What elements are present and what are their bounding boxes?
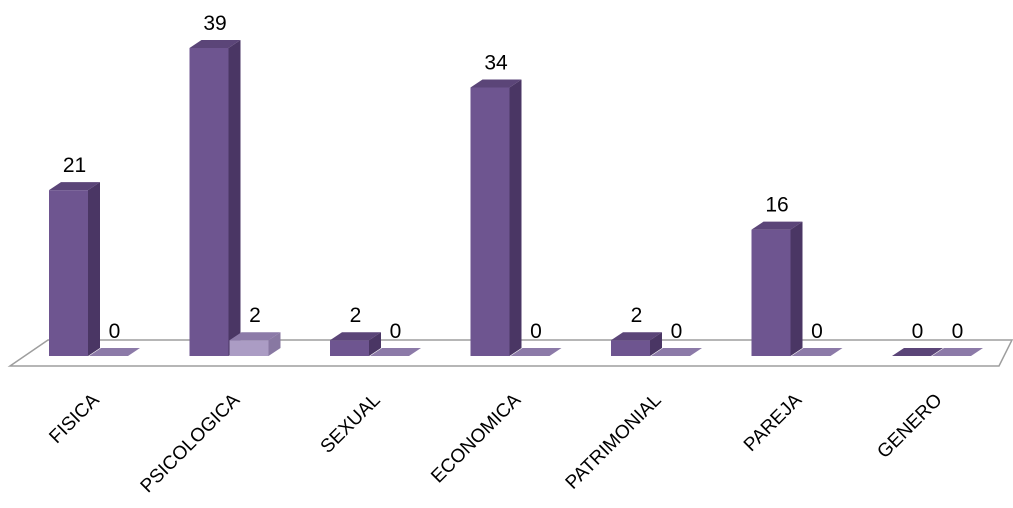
bar-series1-genero (892, 348, 943, 356)
bar-series1-genero-value-label: 0 (912, 320, 924, 343)
bar-series1-sexual (330, 332, 381, 356)
bar-series2-pareja (791, 348, 843, 356)
bar-series1-fisica-value-label: 21 (63, 154, 86, 177)
bar-series2-fisica-value-label: 0 (109, 320, 121, 343)
category-label-patrimonial: PATRIMONIAL (562, 390, 666, 494)
bar-series2-economica (510, 348, 562, 356)
bar-series1-patrimonial (611, 332, 662, 356)
bar-series1-pareja (751, 221, 803, 356)
bar-series2-patrimonial (651, 348, 702, 356)
category-label-genero: GENERO (873, 390, 946, 463)
value-labels-layer: 21 0 39 2 2 0 34 0 2 0 16 0 0 0 (63, 12, 964, 343)
bar-series2-economica-value-label: 0 (530, 320, 542, 343)
bar-series2-fisica (89, 348, 140, 356)
category-label-fisica: FISICA (45, 390, 103, 448)
bars-layer (49, 40, 983, 356)
bar-series1-sexual-value-label: 2 (350, 304, 362, 327)
bar-series2-genero (932, 348, 983, 356)
category-label-sexual: SEXUAL (317, 390, 385, 458)
bar-series2-psicologica-value-label: 2 (249, 304, 261, 327)
bar-series1-economica (470, 79, 522, 356)
bar-series1-pareja-value-label: 16 (765, 194, 788, 217)
chart-floor (7, 339, 1013, 367)
bar-series2-patrimonial-value-label: 0 (671, 320, 683, 343)
bar-series1-psicologica-value-label: 39 (203, 12, 226, 35)
bar-series2-genero-value-label: 0 (952, 320, 964, 343)
bar-series1-psicologica (189, 40, 241, 356)
category-label-economica: ECONOMICA (427, 390, 525, 488)
bar-series1-patrimonial-value-label: 2 (631, 304, 643, 327)
category-label-psicologica: PSICOLOGICA (137, 390, 245, 498)
bar-series2-sexual (370, 348, 421, 356)
bar-series1-economica-value-label: 34 (484, 51, 508, 74)
bar-series2-psicologica (229, 332, 281, 356)
bar-series2-pareja-value-label: 0 (811, 320, 823, 343)
category-labels-layer: FISICA PSICOLOGICA SEXUAL ECONOMICA PATRIMON… (45, 390, 946, 498)
category-label-pareja: PAREJA (740, 390, 806, 456)
bar-series1-fisica (49, 182, 100, 356)
bar-series2-sexual-value-label: 0 (390, 320, 402, 343)
